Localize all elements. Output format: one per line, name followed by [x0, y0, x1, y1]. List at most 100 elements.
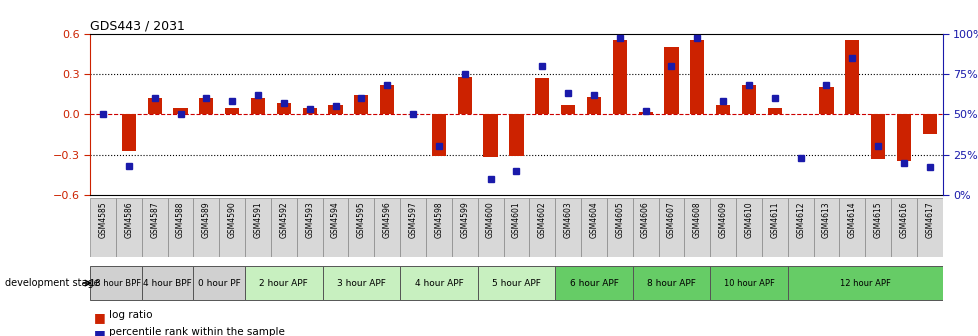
Bar [787, 198, 813, 257]
Text: GSM4589: GSM4589 [201, 201, 210, 238]
Bar [580, 198, 606, 257]
Bar [529, 198, 555, 257]
Text: GSM4595: GSM4595 [357, 201, 366, 238]
Bar [477, 266, 555, 300]
Text: GSM4616: GSM4616 [899, 201, 908, 238]
Bar [244, 198, 271, 257]
Text: GSM4615: GSM4615 [872, 201, 882, 238]
Bar [323, 266, 400, 300]
Bar [555, 266, 632, 300]
Bar [612, 40, 626, 114]
Text: 0 hour PF: 0 hour PF [198, 279, 241, 288]
Bar [632, 198, 658, 257]
Bar [509, 114, 523, 156]
Bar [452, 198, 477, 257]
Bar [302, 108, 317, 114]
Text: GSM4598: GSM4598 [434, 201, 443, 238]
Bar [606, 198, 632, 257]
Bar [741, 85, 755, 114]
Text: GSM4594: GSM4594 [331, 201, 339, 238]
Text: development stage: development stage [5, 278, 100, 288]
Bar [483, 114, 497, 157]
Text: GSM4597: GSM4597 [408, 201, 418, 238]
Bar [787, 266, 942, 300]
Text: 12 hour APF: 12 hour APF [839, 279, 890, 288]
Text: GSM4601: GSM4601 [511, 201, 520, 238]
Text: GSM4603: GSM4603 [563, 201, 572, 238]
Bar [664, 47, 678, 114]
Bar [632, 266, 709, 300]
Bar [638, 112, 652, 114]
Text: GSM4606: GSM4606 [641, 201, 649, 238]
Text: percentile rank within the sample: percentile rank within the sample [109, 328, 285, 336]
Bar [225, 108, 239, 114]
Bar [535, 78, 549, 114]
Text: GSM4585: GSM4585 [99, 201, 108, 238]
Bar [560, 105, 575, 114]
Text: 2 hour APF: 2 hour APF [259, 279, 308, 288]
Bar [271, 198, 296, 257]
Text: GSM4592: GSM4592 [279, 201, 289, 238]
Bar [148, 98, 161, 114]
Text: GSM4609: GSM4609 [718, 201, 727, 238]
Text: 5 hour APF: 5 hour APF [492, 279, 540, 288]
Bar [400, 198, 425, 257]
Bar [425, 198, 452, 257]
Text: GSM4596: GSM4596 [382, 201, 391, 238]
Text: GSM4590: GSM4590 [228, 201, 237, 238]
Text: ■: ■ [94, 328, 106, 336]
Bar [121, 114, 136, 151]
Bar [200, 98, 213, 114]
Bar [586, 97, 600, 114]
Bar [813, 198, 838, 257]
Bar [323, 198, 348, 257]
Text: log ratio: log ratio [109, 310, 153, 320]
Bar [684, 198, 709, 257]
Text: GSM4599: GSM4599 [460, 201, 468, 238]
Text: GSM4604: GSM4604 [589, 201, 598, 238]
Bar [173, 108, 188, 114]
Bar [922, 114, 936, 134]
Bar [250, 98, 265, 114]
Bar [457, 77, 471, 114]
Text: GSM4591: GSM4591 [253, 201, 262, 238]
Bar [348, 198, 374, 257]
Bar [767, 108, 781, 114]
Text: GSM4612: GSM4612 [795, 201, 804, 238]
Text: GSM4600: GSM4600 [486, 201, 495, 238]
Bar [277, 103, 290, 114]
Bar [896, 114, 911, 161]
Text: 4 hour BPF: 4 hour BPF [143, 279, 192, 288]
Bar [916, 198, 942, 257]
Text: GSM4613: GSM4613 [822, 201, 830, 238]
Text: GSM4617: GSM4617 [924, 201, 933, 238]
Bar [890, 198, 916, 257]
Bar [689, 40, 704, 114]
Bar [90, 198, 115, 257]
Text: 18 hour BPF: 18 hour BPF [90, 279, 142, 288]
Bar [819, 87, 832, 114]
Bar [761, 198, 787, 257]
Text: 6 hour APF: 6 hour APF [569, 279, 618, 288]
Bar [115, 198, 142, 257]
Bar [838, 198, 865, 257]
Bar [709, 266, 787, 300]
Bar [219, 198, 244, 257]
Bar [379, 85, 394, 114]
Text: GDS443 / 2031: GDS443 / 2031 [90, 19, 185, 33]
Text: GSM4586: GSM4586 [124, 201, 133, 238]
Text: 8 hour APF: 8 hour APF [646, 279, 695, 288]
Bar [296, 198, 323, 257]
Bar [328, 105, 342, 114]
Bar [715, 105, 730, 114]
Bar [870, 114, 884, 159]
Bar [477, 198, 503, 257]
Text: 4 hour APF: 4 hour APF [414, 279, 463, 288]
Bar [844, 40, 859, 114]
Text: GSM4607: GSM4607 [666, 201, 675, 238]
Bar [90, 266, 142, 300]
Text: 10 hour APF: 10 hour APF [723, 279, 774, 288]
Bar [374, 198, 400, 257]
Bar [194, 266, 244, 300]
Bar [709, 198, 735, 257]
